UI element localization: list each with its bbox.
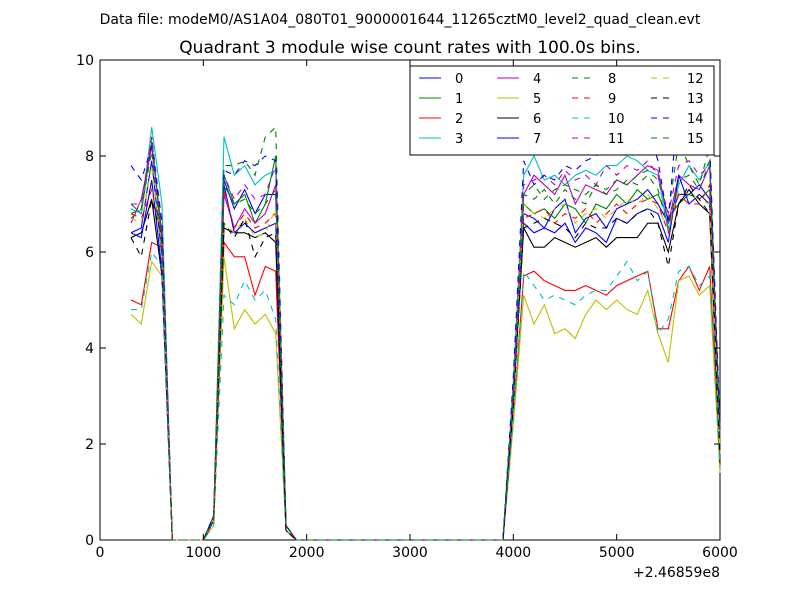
y-tick-label: 8 (85, 149, 94, 165)
x-tick-label: 1000 (186, 545, 222, 561)
series-line-6 (130, 188, 721, 541)
legend-label-9: 9 (608, 92, 616, 107)
x-tick-label: 6000 (702, 545, 738, 561)
x-tick-label: 2000 (289, 545, 325, 561)
legend-label-5: 5 (533, 92, 541, 107)
legend-label-4: 4 (533, 72, 541, 87)
legend-label-6: 6 (533, 112, 541, 127)
x-tick-label: 4000 (496, 545, 532, 561)
legend-label-1: 1 (455, 92, 463, 107)
y-tick-label: 2 (85, 437, 94, 453)
y-tick-label: 4 (85, 341, 94, 357)
legend-label-8: 8 (608, 72, 616, 87)
y-tick-label: 10 (76, 53, 94, 69)
x-tick-label: 5000 (599, 545, 635, 561)
x-tick-label: 3000 (392, 545, 428, 561)
legend-label-14: 14 (687, 112, 704, 127)
legend-label-15: 15 (687, 132, 704, 147)
series-line-15 (130, 151, 721, 541)
series-layer (130, 93, 721, 541)
series-line-13 (130, 183, 721, 541)
legend-label-10: 10 (608, 112, 625, 127)
x-offset-label: +2.46859e8 (633, 565, 720, 581)
legend-label-0: 0 (455, 72, 463, 87)
axis-layer: 0 1000 2000 3000 4000 5000 60000246810+2.46859… (76, 53, 738, 581)
series-line-12 (130, 165, 721, 541)
legend-label-7: 7 (533, 132, 541, 147)
suptitle: Data file: modeM0/AS1A04_080T01_90000016… (100, 12, 701, 28)
y-tick-label: 6 (85, 245, 94, 261)
legend-label-11: 11 (608, 132, 625, 147)
legend-label-12: 12 (687, 72, 704, 87)
legend-label-3: 3 (455, 132, 463, 147)
chart-title: Quadrant 3 module wise count rates with … (179, 38, 640, 58)
legend-label-2: 2 (455, 112, 463, 127)
x-tick-label: 0 (96, 545, 105, 561)
legend-box (409, 65, 715, 156)
legend-label-13: 13 (687, 92, 704, 107)
y-tick-label: 0 (85, 533, 94, 549)
